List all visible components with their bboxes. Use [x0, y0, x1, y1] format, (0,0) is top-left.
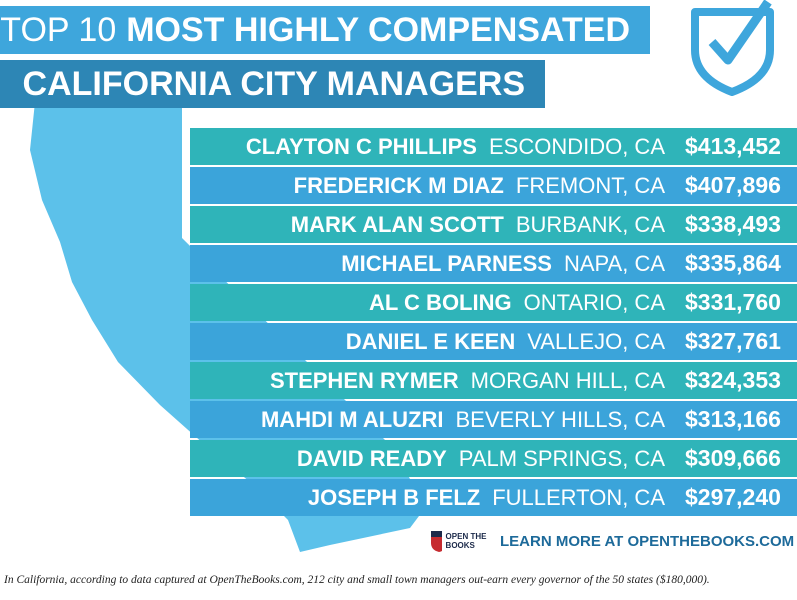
- manager: JOSEPH B FELZ FULLERTON, CA: [190, 485, 665, 511]
- manager-row: MICHAEL PARNESS NAPA, CA $335,864: [190, 245, 797, 282]
- manager-row: JOSEPH B FELZ FULLERTON, CA $297,240: [190, 479, 797, 516]
- manager: DAVID READY PALM SPRINGS, CA: [190, 446, 665, 472]
- manager: MICHAEL PARNESS NAPA, CA: [190, 251, 665, 277]
- subtitle: CALIFORNIA CITY MANAGERS: [22, 64, 525, 103]
- caption: In California, according to data capture…: [4, 574, 710, 586]
- manager-name: JOSEPH B FELZ: [307, 484, 481, 510]
- manager-name: MARK ALAN SCOTT: [290, 211, 504, 237]
- subtitle-band: CALIFORNIA CITY MANAGERS: [0, 60, 545, 108]
- manager-name: MICHAEL PARNESS: [341, 250, 552, 276]
- manager-city: ONTARIO, CA: [523, 289, 665, 315]
- manager: AL C BOLING ONTARIO, CA: [190, 290, 665, 316]
- title-bold: MOST HIGHLY COMPENSATED: [126, 10, 630, 49]
- manager-row: DAVID READY PALM SPRINGS, CA $309,666: [190, 440, 797, 477]
- manager-city: ESCONDIDO, CA: [488, 133, 665, 159]
- manager-name: MAHDI M ALUZRI: [260, 406, 444, 432]
- manager: CLAYTON C PHILLIPS ESCONDIDO, CA: [190, 134, 665, 160]
- manager-city: BEVERLY HILLS, CA: [455, 406, 665, 432]
- manager-name: DANIEL E KEEN: [345, 328, 516, 354]
- manager-name: DAVID READY: [296, 445, 447, 471]
- manager-city: PALM SPRINGS, CA: [458, 445, 665, 471]
- manager-list: CLAYTON C PHILLIPS ESCONDIDO, CA $413,452 F…: [190, 128, 797, 518]
- learn-more-link[interactable]: LEARN MORE AT OPENTHEBOOKS.COM: [500, 532, 795, 550]
- manager-row: CLAYTON C PHILLIPS ESCONDIDO, CA $413,452: [190, 128, 797, 165]
- manager-name: STEPHEN RYMER: [269, 367, 459, 393]
- title-light: TOP 10: [0, 10, 117, 49]
- manager-salary: $338,493: [685, 211, 781, 237]
- logo-text: OPEN THE BOOKS: [445, 532, 487, 550]
- footer: OPEN THE BOOKS LEARN MORE AT OPENTHEBOOK…: [430, 526, 794, 556]
- manager-name: CLAYTON C PHILLIPS: [245, 133, 477, 159]
- manager-city: BURBANK, CA: [515, 211, 665, 237]
- manager-city: FREMONT, CA: [515, 172, 665, 198]
- manager-salary: $309,666: [685, 445, 781, 471]
- manager-salary: $327,761: [685, 328, 781, 354]
- manager-salary: $324,353: [685, 367, 781, 393]
- title-band: TOP 10 MOST HIGHLY COMPENSATED: [0, 6, 650, 54]
- manager: FREDERICK M DIAZ FREMONT, CA: [190, 173, 665, 199]
- manager: STEPHEN RYMER MORGAN HILL, CA: [190, 368, 665, 394]
- manager-salary: $335,864: [685, 250, 781, 276]
- manager-row: DANIEL E KEEN VALLEJO, CA $327,761: [190, 323, 797, 360]
- manager-row: FREDERICK M DIAZ FREMONT, CA $407,896: [190, 167, 797, 204]
- manager-row: MARK ALAN SCOTT BURBANK, CA $338,493: [190, 206, 797, 243]
- manager-name: FREDERICK M DIAZ: [293, 172, 504, 198]
- manager: MARK ALAN SCOTT BURBANK, CA: [190, 212, 665, 238]
- manager-salary: $413,452: [685, 133, 781, 159]
- manager: MAHDI M ALUZRI BEVERLY HILLS, CA: [190, 407, 665, 433]
- manager-city: NAPA, CA: [563, 250, 665, 276]
- logo: OPEN THE BOOKS: [430, 526, 492, 556]
- logo-shield: [431, 531, 442, 552]
- manager-salary: $297,240: [685, 484, 781, 510]
- manager-salary: $407,896: [685, 172, 781, 198]
- manager-salary: $313,166: [685, 406, 781, 432]
- manager-name: AL C BOLING: [369, 289, 512, 315]
- check-shield-icon: [691, 0, 774, 96]
- manager-city: FULLERTON, CA: [492, 484, 665, 510]
- manager-city: VALLEJO, CA: [527, 328, 665, 354]
- manager-salary: $331,760: [685, 289, 781, 315]
- manager-row: AL C BOLING ONTARIO, CA $331,760: [190, 284, 797, 321]
- manager-row: MAHDI M ALUZRI BEVERLY HILLS, CA $313,166: [190, 401, 797, 438]
- manager-city: MORGAN HILL, CA: [470, 367, 665, 393]
- manager: DANIEL E KEEN VALLEJO, CA: [190, 329, 665, 355]
- manager-row: STEPHEN RYMER MORGAN HILL, CA $324,353: [190, 362, 797, 399]
